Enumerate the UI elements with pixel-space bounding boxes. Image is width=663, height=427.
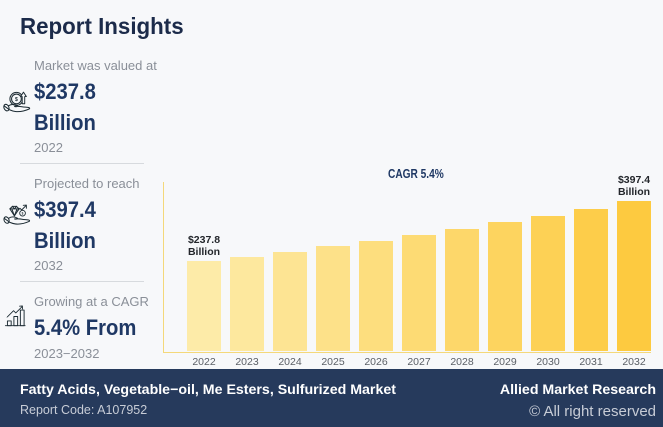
svg-text:$: $	[15, 97, 18, 103]
svg-text:$: $	[22, 211, 24, 215]
